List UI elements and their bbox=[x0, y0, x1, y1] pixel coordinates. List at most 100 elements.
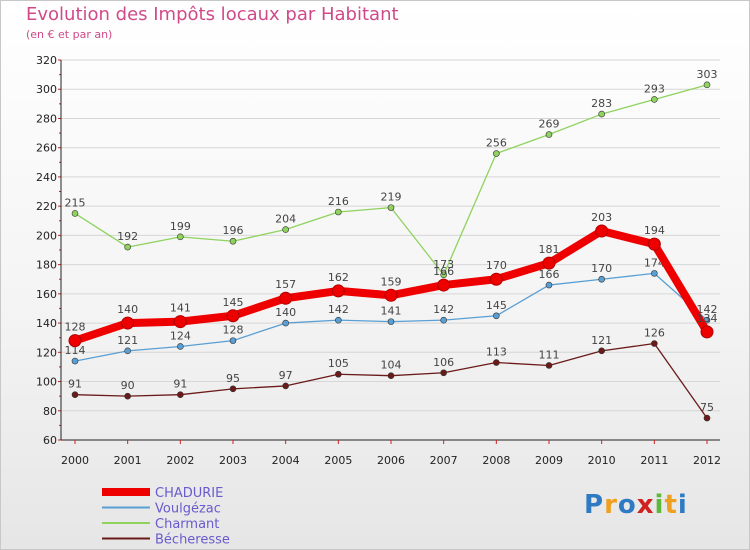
data-point bbox=[71, 357, 79, 365]
data-point bbox=[71, 210, 79, 217]
data-label: 142 bbox=[433, 303, 454, 316]
data-label: 128 bbox=[223, 324, 244, 337]
y-tick-label: 260 bbox=[36, 142, 57, 155]
data-label: 141 bbox=[381, 305, 402, 318]
data-point bbox=[282, 319, 289, 327]
data-point bbox=[177, 391, 184, 398]
data-label: 126 bbox=[644, 327, 665, 340]
data-label: 113 bbox=[486, 346, 507, 359]
legend-label: Bécheresse bbox=[155, 533, 230, 548]
data-label: 159 bbox=[381, 275, 402, 288]
data-label: 215 bbox=[65, 196, 86, 209]
data-label: 141 bbox=[170, 302, 191, 315]
x-tick-label: 2002 bbox=[166, 454, 194, 467]
data-point bbox=[229, 337, 237, 344]
data-point bbox=[440, 271, 447, 279]
data-label: 181 bbox=[539, 243, 560, 256]
data-label: 293 bbox=[644, 82, 665, 95]
data-label: 90 bbox=[121, 379, 135, 392]
data-point bbox=[647, 237, 661, 251]
data-point bbox=[387, 204, 395, 211]
x-tick-label: 2008 bbox=[482, 454, 510, 467]
y-tick-label: 120 bbox=[36, 346, 57, 359]
data-point bbox=[493, 359, 500, 366]
y-tick-label: 180 bbox=[36, 259, 57, 272]
data-label: 145 bbox=[223, 296, 244, 309]
x-tick-label: 2005 bbox=[324, 454, 352, 467]
data-label: 192 bbox=[117, 230, 138, 243]
data-label: 194 bbox=[644, 224, 665, 237]
data-point bbox=[489, 272, 503, 286]
data-point bbox=[124, 392, 131, 400]
data-label: 106 bbox=[433, 356, 454, 369]
y-tick-label: 200 bbox=[36, 229, 57, 242]
data-point bbox=[598, 110, 605, 118]
data-point bbox=[437, 278, 451, 292]
x-tick-label: 2000 bbox=[61, 454, 89, 467]
x-tick-label: 2011 bbox=[640, 454, 668, 467]
x-tick-label: 2012 bbox=[693, 454, 721, 467]
data-label: 142 bbox=[697, 303, 718, 316]
data-point bbox=[703, 414, 711, 422]
data-point bbox=[598, 275, 605, 283]
x-tick-label: 2006 bbox=[377, 454, 405, 467]
data-point bbox=[595, 224, 609, 238]
logo-letter: t bbox=[664, 490, 678, 520]
data-point bbox=[177, 233, 184, 241]
data-point bbox=[387, 372, 395, 379]
data-point bbox=[493, 312, 500, 320]
data-point bbox=[700, 325, 714, 339]
data-label: 75 bbox=[700, 401, 714, 414]
data-label: 121 bbox=[591, 334, 612, 347]
data-point bbox=[440, 316, 447, 324]
chart-title: Evolution des Impôts locaux par Habitant bbox=[26, 4, 399, 25]
data-point bbox=[282, 382, 289, 390]
data-point bbox=[71, 391, 79, 398]
series-line bbox=[74, 84, 708, 276]
data-point bbox=[545, 362, 553, 369]
y-tick-label: 300 bbox=[36, 83, 57, 96]
data-point bbox=[335, 316, 342, 324]
logo-letter: o bbox=[617, 490, 637, 520]
data-label: 203 bbox=[591, 211, 612, 224]
x-tick-label: 2004 bbox=[272, 454, 300, 467]
logo-letter: i bbox=[677, 490, 688, 520]
data-label: 166 bbox=[539, 268, 560, 281]
data-label: 256 bbox=[486, 137, 507, 150]
data-point bbox=[173, 315, 187, 329]
data-point bbox=[279, 291, 293, 305]
y-tick-label: 100 bbox=[36, 376, 57, 389]
data-point bbox=[651, 270, 658, 277]
data-point bbox=[121, 316, 135, 330]
data-point bbox=[542, 256, 556, 270]
data-point bbox=[124, 243, 131, 251]
x-tick-label: 2010 bbox=[588, 454, 616, 467]
logo-letter: x bbox=[636, 490, 655, 520]
data-point bbox=[493, 150, 500, 157]
data-point bbox=[124, 347, 131, 355]
data-label: 303 bbox=[697, 68, 718, 81]
data-label: 269 bbox=[539, 118, 560, 131]
data-label: 145 bbox=[486, 299, 507, 312]
data-label: 124 bbox=[170, 329, 191, 342]
data-label: 199 bbox=[170, 220, 191, 233]
data-label: 166 bbox=[433, 265, 454, 278]
logo-letter: i bbox=[654, 490, 665, 520]
data-label: 173 bbox=[433, 258, 454, 271]
chart-subtitle: (en € et par an) bbox=[26, 28, 113, 41]
data-label: 204 bbox=[275, 213, 296, 226]
data-point bbox=[331, 284, 345, 298]
legend-label: CHADURIE bbox=[155, 486, 223, 501]
data-label: 216 bbox=[328, 195, 349, 208]
data-point bbox=[703, 81, 711, 89]
data-label: 105 bbox=[328, 357, 349, 370]
data-point bbox=[335, 208, 342, 216]
y-tick-label: 240 bbox=[36, 171, 57, 184]
data-point bbox=[545, 281, 553, 289]
y-tick-label: 160 bbox=[36, 288, 57, 301]
y-tick-label: 320 bbox=[36, 54, 57, 67]
data-point bbox=[335, 370, 342, 378]
data-label: 91 bbox=[68, 378, 82, 391]
x-tick-label: 2009 bbox=[535, 454, 563, 467]
